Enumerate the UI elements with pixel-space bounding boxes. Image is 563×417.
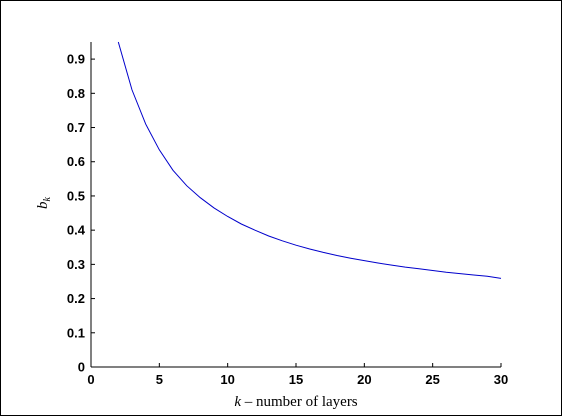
x-tick-label: 10 — [220, 372, 234, 387]
x-tick-label: 0 — [87, 372, 94, 387]
y-tick-label: 0.1 — [67, 325, 85, 340]
y-tick-label: 0.5 — [67, 188, 85, 203]
x-axis-label: k – number of layers — [234, 394, 357, 410]
ticks: 0 5 10 15 20 25 30 0 0.1 0.2 0.3 0.4 0.5 0.6 0.7 0.8 0.9 — [67, 52, 508, 387]
y-axis-label: bk — [35, 196, 53, 209]
axes — [90, 42, 501, 368]
series-layer — [117, 41, 502, 279]
y-tick-label: 0.3 — [67, 257, 85, 272]
y-tick-label: 0.2 — [67, 291, 85, 306]
y-tick-label: 0.7 — [67, 120, 85, 135]
y-tick-label: 0.9 — [67, 52, 85, 67]
x-tick-label: 15 — [289, 372, 303, 387]
y-tick-label: 0.4 — [67, 223, 86, 238]
x-tick-label: 5 — [156, 372, 163, 387]
x-tick-label: 25 — [425, 372, 439, 387]
series-line — [117, 41, 502, 279]
x-tick-label: 30 — [494, 372, 508, 387]
y-tick-label: 0.8 — [67, 86, 85, 101]
y-tick-label: 0 — [78, 360, 85, 375]
x-tick-label: 20 — [357, 372, 371, 387]
y-tick-label: 0.6 — [67, 154, 85, 169]
